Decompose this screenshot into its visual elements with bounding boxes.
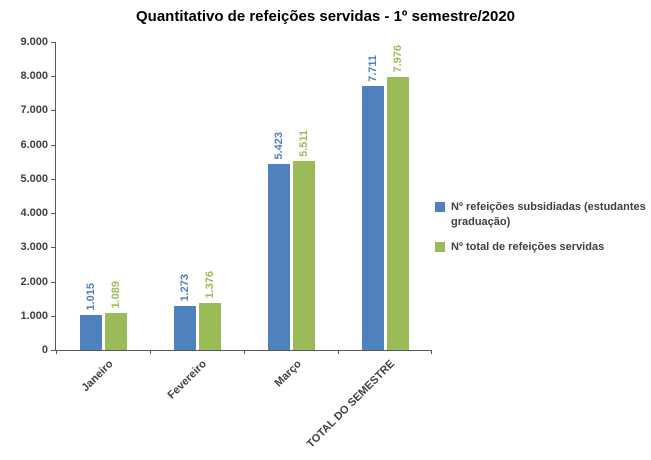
legend-label-subsidized: Nº refeições subsidiadas (estudantes gra… (451, 201, 646, 228)
legend-item-subsidized: Nº refeições subsidiadas (estudantes gra… (435, 200, 647, 230)
category-label: TOTAL DO SEMESTRE (305, 358, 398, 451)
bar-total (198, 303, 221, 350)
bar-subsidized (173, 306, 196, 350)
bar-total (104, 313, 127, 350)
bar-total (292, 161, 315, 350)
y-axis-tick (51, 281, 56, 283)
bar-value-label: 1.273 (178, 274, 191, 302)
x-axis-tick (338, 350, 339, 354)
y-axis-tick-label: 1.000 (20, 309, 48, 322)
bar-subsidized (267, 164, 290, 350)
chart-title: Quantitativo de refeições servidas - 1º … (136, 8, 515, 25)
legend: Nº refeições subsidiadas (estudantes gra… (435, 200, 647, 255)
bar-subsidized (361, 86, 384, 350)
y-axis-tick-label: 4.000 (20, 207, 48, 220)
bar-value-label: 5.423 (272, 132, 285, 160)
legend-item-total: Nº total de refeições servidas (435, 240, 647, 255)
y-axis-tick (51, 247, 56, 249)
category-label: Março (272, 358, 304, 390)
legend-swatch-total-icon (435, 241, 445, 252)
x-axis-tick (56, 350, 57, 354)
y-axis-tick (51, 110, 56, 112)
bar-value-label: 7.711 (366, 55, 379, 82)
bar-value-label: 1.015 (84, 283, 97, 311)
x-axis-tick (244, 350, 245, 354)
bar-value-label: 1.376 (203, 271, 216, 299)
y-axis-tick (51, 178, 56, 180)
bar-value-label: 1.089 (109, 281, 122, 309)
legend-label-total: Nº total de refeições servidas (451, 240, 605, 253)
bar-value-label: 7.976 (391, 45, 404, 73)
y-axis-tick (51, 42, 56, 43)
y-axis-tick (51, 350, 56, 351)
y-axis-tick (51, 144, 56, 146)
y-axis-tick-label: 6.000 (20, 138, 48, 151)
y-axis-tick-label: 3.000 (20, 241, 48, 254)
legend-swatch-subsidized-icon (435, 202, 445, 212)
bar-subsidized (79, 315, 102, 350)
y-axis-tick-label: 8.000 (20, 70, 48, 83)
y-axis-tick-label: 0 (41, 344, 48, 356)
y-axis: 0 1.000 2.000 3.000 4.000 5.000 6.000 7.000 8.00… (0, 36, 48, 356)
category-label: Fevereiro (165, 358, 210, 402)
x-axis-tick (431, 350, 432, 354)
bar-total (386, 77, 409, 350)
y-axis-tick-label: 7.000 (20, 104, 48, 117)
y-axis-tick (51, 76, 56, 78)
category-label: Janeiro (79, 358, 116, 395)
bar-value-label: 5.511 (297, 130, 310, 157)
plot-area: 1.015 1.089 Janeiro 1.273 1.376 Fevereiro 5.42… (51, 42, 432, 450)
y-axis-tick-label: 5.000 (20, 172, 48, 185)
y-axis-tick-label: 2.000 (20, 275, 48, 288)
y-axis-tick (51, 213, 56, 215)
y-axis-tick-label: 9.000 (20, 36, 48, 48)
y-axis-tick (51, 315, 56, 317)
x-axis-tick (150, 350, 151, 354)
